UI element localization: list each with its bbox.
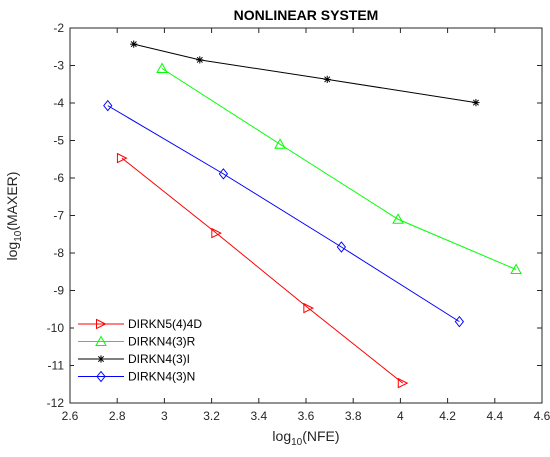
series-0 — [116, 152, 409, 389]
legend-label: DIRKN4(3)N — [128, 370, 195, 384]
x-tick-label: 3.6 — [298, 409, 315, 423]
y-tick-label: -2 — [53, 21, 64, 35]
x-tick-label: 3.4 — [250, 409, 267, 423]
y-tick-label: -4 — [53, 96, 64, 110]
x-tick-label: 2.8 — [109, 409, 126, 423]
data-point — [218, 168, 229, 180]
x-tick-label: 4.2 — [439, 409, 456, 423]
y-tick-label: -9 — [53, 284, 64, 298]
axis-ticks: 2.6 2.8 3 3.2 3.4 3.6 3.8 4 4.2 4.4 4.6 -12 -11 -10 -9… — [47, 21, 550, 423]
x-tick-label: 4.4 — [486, 409, 503, 423]
data-point — [274, 138, 286, 149]
legend-item: DIRKN4(3)I — [78, 352, 190, 366]
data-point — [116, 152, 128, 164]
y-tick-label: -8 — [53, 246, 64, 260]
data-point — [103, 99, 113, 112]
legend: DIRKN5(4)4D DIRKN4(3)R DIRKN4(3)I DIRKN4(3)… — [74, 312, 202, 388]
data-point — [196, 56, 204, 64]
series-line — [107, 105, 460, 323]
data-point — [130, 40, 138, 48]
data-point — [156, 62, 168, 73]
legend-label: DIRKN4(3)R — [128, 335, 196, 349]
chart-title: NONLINEAR SYSTEM — [234, 7, 379, 23]
y-tick-label: -6 — [53, 171, 64, 185]
y-tick-label: -7 — [53, 209, 64, 223]
x-tick-label: 2.6 — [62, 409, 79, 423]
legend-marker — [96, 318, 107, 330]
x-tick-label: 4 — [397, 409, 404, 423]
chart-marks — [103, 40, 522, 389]
x-tick-label: 3.8 — [345, 409, 362, 423]
y-tick-label: -12 — [47, 396, 65, 410]
data-point — [510, 263, 522, 274]
x-tick-label: 4.6 — [534, 409, 550, 423]
y-tick-label: -10 — [47, 321, 65, 335]
legend-marker — [96, 370, 106, 383]
data-point — [323, 75, 331, 83]
legend-label: DIRKN4(3)I — [128, 352, 190, 366]
y-axis-label: log10(MAXER) — [4, 172, 24, 261]
y-tick-label: -3 — [53, 59, 64, 73]
data-point — [336, 241, 347, 253]
series-2 — [130, 40, 480, 107]
data-point — [454, 315, 465, 328]
data-point — [397, 377, 409, 389]
legend-item: DIRKN5(4)4D — [78, 317, 202, 331]
y-tick-label: -11 — [48, 359, 65, 373]
series-1 — [156, 62, 522, 274]
series-line — [121, 157, 404, 384]
series-3 — [103, 99, 465, 328]
data-point — [303, 302, 314, 314]
legend-marker — [97, 355, 105, 363]
legend-marker — [95, 335, 107, 346]
data-point — [472, 99, 480, 107]
x-tick-label: 3 — [161, 409, 168, 423]
legend-item: DIRKN4(3)N — [78, 370, 195, 384]
x-axis-label: log10(NFE) — [272, 428, 339, 448]
y-tick-label: -5 — [53, 134, 64, 148]
x-tick-label: 3.2 — [203, 409, 220, 423]
series-line — [161, 68, 517, 270]
series-line — [133, 43, 476, 104]
data-point — [211, 227, 222, 239]
data-point — [392, 213, 404, 224]
legend-box — [74, 312, 192, 388]
legend-label: DIRKN5(4)4D — [128, 317, 202, 331]
legend-item: DIRKN4(3)R — [78, 335, 196, 349]
